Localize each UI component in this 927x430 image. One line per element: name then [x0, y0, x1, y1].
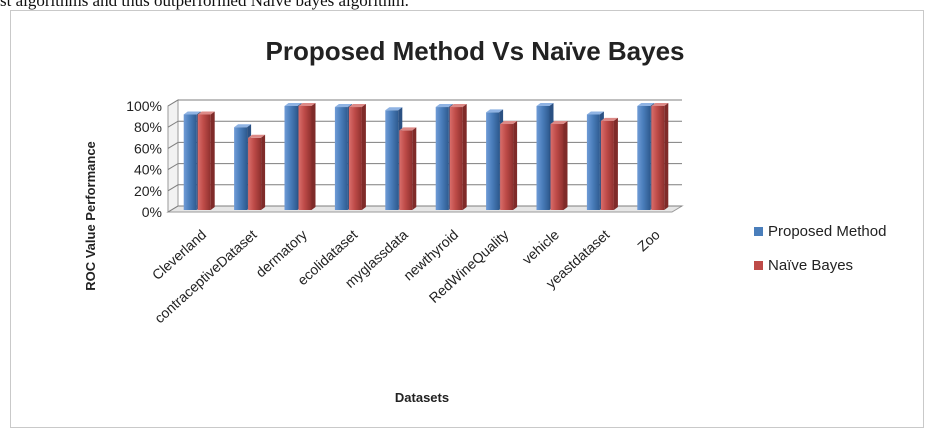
bar-top — [600, 117, 618, 121]
legend-swatch — [754, 261, 763, 270]
bar-top — [449, 104, 467, 108]
caption-fragment: st algorithms and thus outperformed Naïv… — [0, 0, 409, 10]
chart-frame — [10, 10, 924, 428]
y-axis-ticks: 0% 20% 40% 60% 80% 100% — [126, 98, 162, 220]
bar-top — [536, 103, 554, 106]
bar-top — [385, 107, 403, 111]
bar-side — [261, 134, 266, 210]
y-tick-label: 40% — [134, 162, 162, 178]
bars — [183, 103, 669, 210]
bar-face — [334, 107, 348, 210]
bar-naive-bayes — [298, 103, 316, 210]
y-tick-label: 100% — [126, 98, 162, 114]
side-wall — [167, 99, 179, 213]
bar-naive-bayes — [449, 104, 467, 210]
bar-top — [399, 127, 417, 131]
bar-top — [637, 103, 655, 106]
chart-title: Proposed Method Vs Naïve Bayes — [265, 36, 684, 66]
legend-label: Proposed Method — [768, 223, 886, 240]
x-axis-label: Datasets — [395, 390, 449, 405]
legend: Proposed Method Naïve Bayes — [754, 223, 886, 274]
x-tick-label: Zoo — [634, 226, 663, 254]
bar-face — [600, 120, 614, 210]
legend-swatch — [754, 227, 763, 236]
bar-top — [435, 104, 453, 108]
bar-side — [311, 103, 316, 210]
bar-face — [435, 107, 449, 210]
bar-naive-bayes — [348, 104, 366, 210]
bar-side — [412, 127, 417, 210]
bar-top — [234, 124, 252, 128]
bar-face — [298, 106, 312, 210]
bar-side — [613, 117, 618, 210]
bar-top — [651, 103, 669, 106]
bar-top — [284, 103, 302, 106]
bar-naive-bayes — [197, 111, 215, 210]
bar-face — [234, 127, 248, 210]
x-axis-ticks: CleverlandcontraceptiveDatasetdermatorye… — [149, 226, 663, 326]
bar-top — [248, 134, 266, 138]
bar-face — [399, 130, 413, 210]
y-tick-label: 0% — [142, 204, 162, 220]
y-tick-label: 60% — [134, 140, 162, 156]
bar-face — [536, 106, 550, 210]
bar-side — [361, 104, 366, 210]
bar-naive-bayes — [550, 121, 568, 210]
bar-top — [183, 111, 201, 115]
bar-top — [334, 104, 352, 108]
x-tick-label: vehicle — [519, 226, 562, 267]
bar-face — [449, 107, 463, 210]
y-tick-label: 20% — [134, 183, 162, 199]
bar-face — [348, 107, 362, 210]
bar-top — [348, 104, 366, 108]
bar-face — [586, 114, 600, 210]
legend-label: Naïve Bayes — [768, 257, 853, 274]
bar-side — [513, 121, 518, 210]
gridline — [167, 99, 682, 107]
bar-naive-bayes — [500, 121, 518, 210]
bar-top — [298, 103, 316, 106]
bar-face — [183, 114, 197, 210]
bar-face — [500, 124, 514, 210]
bar-face — [385, 110, 399, 210]
bar-face — [248, 137, 262, 210]
bar-top — [486, 109, 504, 113]
bar-face — [486, 112, 500, 210]
bar-side — [210, 111, 215, 210]
bar-side — [462, 104, 467, 210]
bar-naive-bayes — [600, 117, 618, 210]
bar-face — [550, 124, 564, 210]
bar-top — [197, 111, 215, 115]
bar-top — [500, 121, 518, 125]
bar-naive-bayes — [399, 127, 417, 210]
bar-face — [637, 106, 651, 210]
bar-side — [563, 121, 568, 210]
bar-top — [586, 111, 604, 115]
bar-face — [197, 114, 211, 210]
bar-top — [550, 121, 568, 125]
bar-face — [651, 106, 665, 210]
bar-face — [284, 106, 298, 210]
y-axis-label: ROC Value Performance — [83, 141, 98, 291]
bar-side — [664, 103, 669, 210]
bar-naive-bayes — [248, 134, 266, 210]
y-tick-label: 80% — [134, 119, 162, 135]
bar-naive-bayes — [651, 103, 669, 210]
